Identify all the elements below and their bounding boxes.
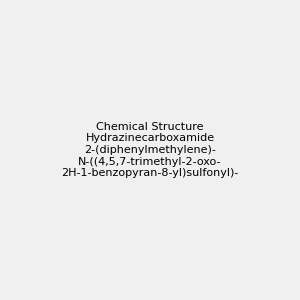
Text: Chemical Structure
Hydrazinecarboxamide
2-(diphenylmethylene)-
N-((4,5,7-trimeth: Chemical Structure Hydrazinecarboxamide …	[61, 122, 239, 178]
